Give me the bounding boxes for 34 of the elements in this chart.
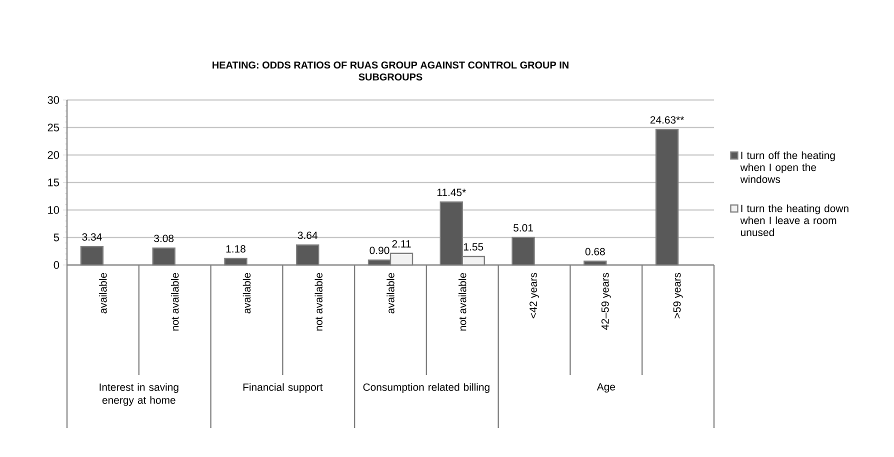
text: Interest in saving energy at home [100, 383, 178, 406]
data-label: 3.34 [82, 233, 102, 241]
data-label: 5.01 [514, 224, 533, 232]
x-tick-label: available [386, 272, 394, 314]
x-tick-label: 42–59 years [601, 272, 611, 330]
x-tick-label: not available [314, 273, 322, 331]
data-label: 1.18 [226, 245, 246, 253]
data-label: 3.08 [154, 234, 174, 242]
text: Age [596, 383, 615, 393]
text: Financial support [243, 383, 323, 393]
y-tick-label: 20 [48, 151, 60, 159]
y-tick-label: 30 [48, 96, 60, 104]
x-tick-label: available [99, 272, 107, 314]
x-tick-label: not available [171, 273, 179, 331]
data-label: 0.68 [585, 248, 605, 256]
y-tick-label: 10 [48, 206, 60, 214]
x-tick-label: available [242, 272, 251, 314]
data-label: 24.63** [650, 116, 684, 124]
data-label: 11.45* [437, 188, 466, 196]
x-tick-label: <42 years [530, 272, 540, 318]
text: Consumption related billing [363, 383, 490, 393]
data-label: 2.11 [392, 240, 411, 248]
y-tick-label: 0 [54, 261, 60, 269]
chart-title: HEATING: ODDS RATIOS OF RUAS GROUP AGAINST CONTROL GROUP IN SUBGROUPS [212, 61, 568, 80]
legend-label: I turn off the heating when I open the windows [740, 151, 835, 184]
data-label: 0.90 [370, 246, 390, 254]
y-tick-label: 5 [54, 234, 60, 242]
y-tick-label: 15 [48, 178, 60, 186]
y-tick-label: 25 [48, 124, 60, 132]
legend-label: I turn the heating down when I leave a room unused [740, 204, 848, 236]
data-label: 1.55 [464, 243, 484, 251]
x-tick-label: not available [458, 273, 466, 331]
data-label: 3.64 [298, 232, 318, 240]
x-tick-label: >59 years [673, 272, 683, 318]
